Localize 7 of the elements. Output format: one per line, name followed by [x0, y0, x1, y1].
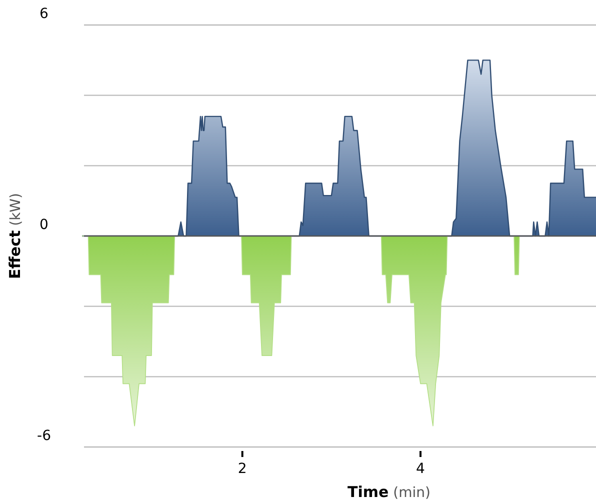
y-tick-label: 0: [40, 217, 48, 233]
x-tick-label: 2: [238, 461, 247, 477]
y-tick-label: 6: [40, 6, 49, 22]
y-axis-title: Effect (kW): [6, 193, 24, 279]
x-axis-title: Time (min): [348, 483, 430, 501]
x-tick-label: 4: [416, 461, 426, 477]
y-tick-label: -6: [37, 428, 52, 444]
